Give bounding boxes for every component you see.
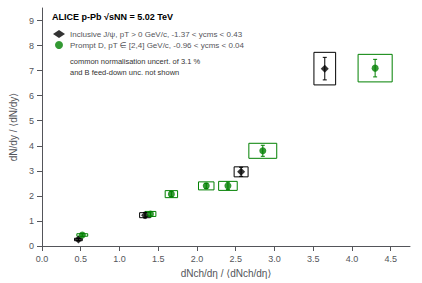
svg-text:4.0: 4.0 bbox=[346, 254, 359, 264]
svg-text:common normalisation uncert. o: common normalisation uncert. of 3.1 % bbox=[70, 57, 200, 66]
svg-text:5: 5 bbox=[29, 116, 34, 126]
svg-text:and B feed-down unc. not shown: and B feed-down unc. not shown bbox=[70, 68, 179, 77]
svg-text:0.5: 0.5 bbox=[74, 254, 87, 264]
svg-text:6: 6 bbox=[29, 91, 34, 101]
svg-text:ALICE p-Pb √sNN = 5.02 TeV: ALICE p-Pb √sNN = 5.02 TeV bbox=[52, 12, 173, 22]
svg-text:Prompt D, pT ∈ [2,4] GeV/c, -0: Prompt D, pT ∈ [2,4] GeV/c, -0.96 < ycms… bbox=[70, 41, 245, 50]
svg-text:8: 8 bbox=[29, 41, 34, 51]
svg-text:3.5: 3.5 bbox=[307, 254, 320, 264]
svg-text:4.5: 4.5 bbox=[384, 254, 397, 264]
svg-text:3.0: 3.0 bbox=[268, 254, 281, 264]
svg-text:4: 4 bbox=[29, 141, 34, 151]
svg-text:2: 2 bbox=[29, 191, 34, 201]
svg-text:3: 3 bbox=[29, 166, 34, 176]
svg-text:0: 0 bbox=[29, 241, 34, 251]
svg-text:1.0: 1.0 bbox=[113, 254, 126, 264]
svg-text:0.0: 0.0 bbox=[36, 254, 49, 264]
svg-text:7: 7 bbox=[29, 66, 34, 76]
svg-text:dN/dy / ⟨dN/dy⟩: dN/dy / ⟨dN/dy⟩ bbox=[8, 93, 19, 161]
svg-text:Inclusive J/ψ, pT > 0 GeV/c, -: Inclusive J/ψ, pT > 0 GeV/c, -1.37 < ycm… bbox=[70, 30, 243, 39]
svg-text:dNch/dη / ⟨dNch/dη⟩: dNch/dη / ⟨dNch/dη⟩ bbox=[181, 268, 272, 279]
svg-text:9: 9 bbox=[29, 16, 34, 26]
svg-text:2.0: 2.0 bbox=[191, 254, 204, 264]
svg-text:1.5: 1.5 bbox=[152, 254, 165, 264]
svg-text:2.5: 2.5 bbox=[229, 254, 242, 264]
svg-text:1: 1 bbox=[29, 216, 34, 226]
